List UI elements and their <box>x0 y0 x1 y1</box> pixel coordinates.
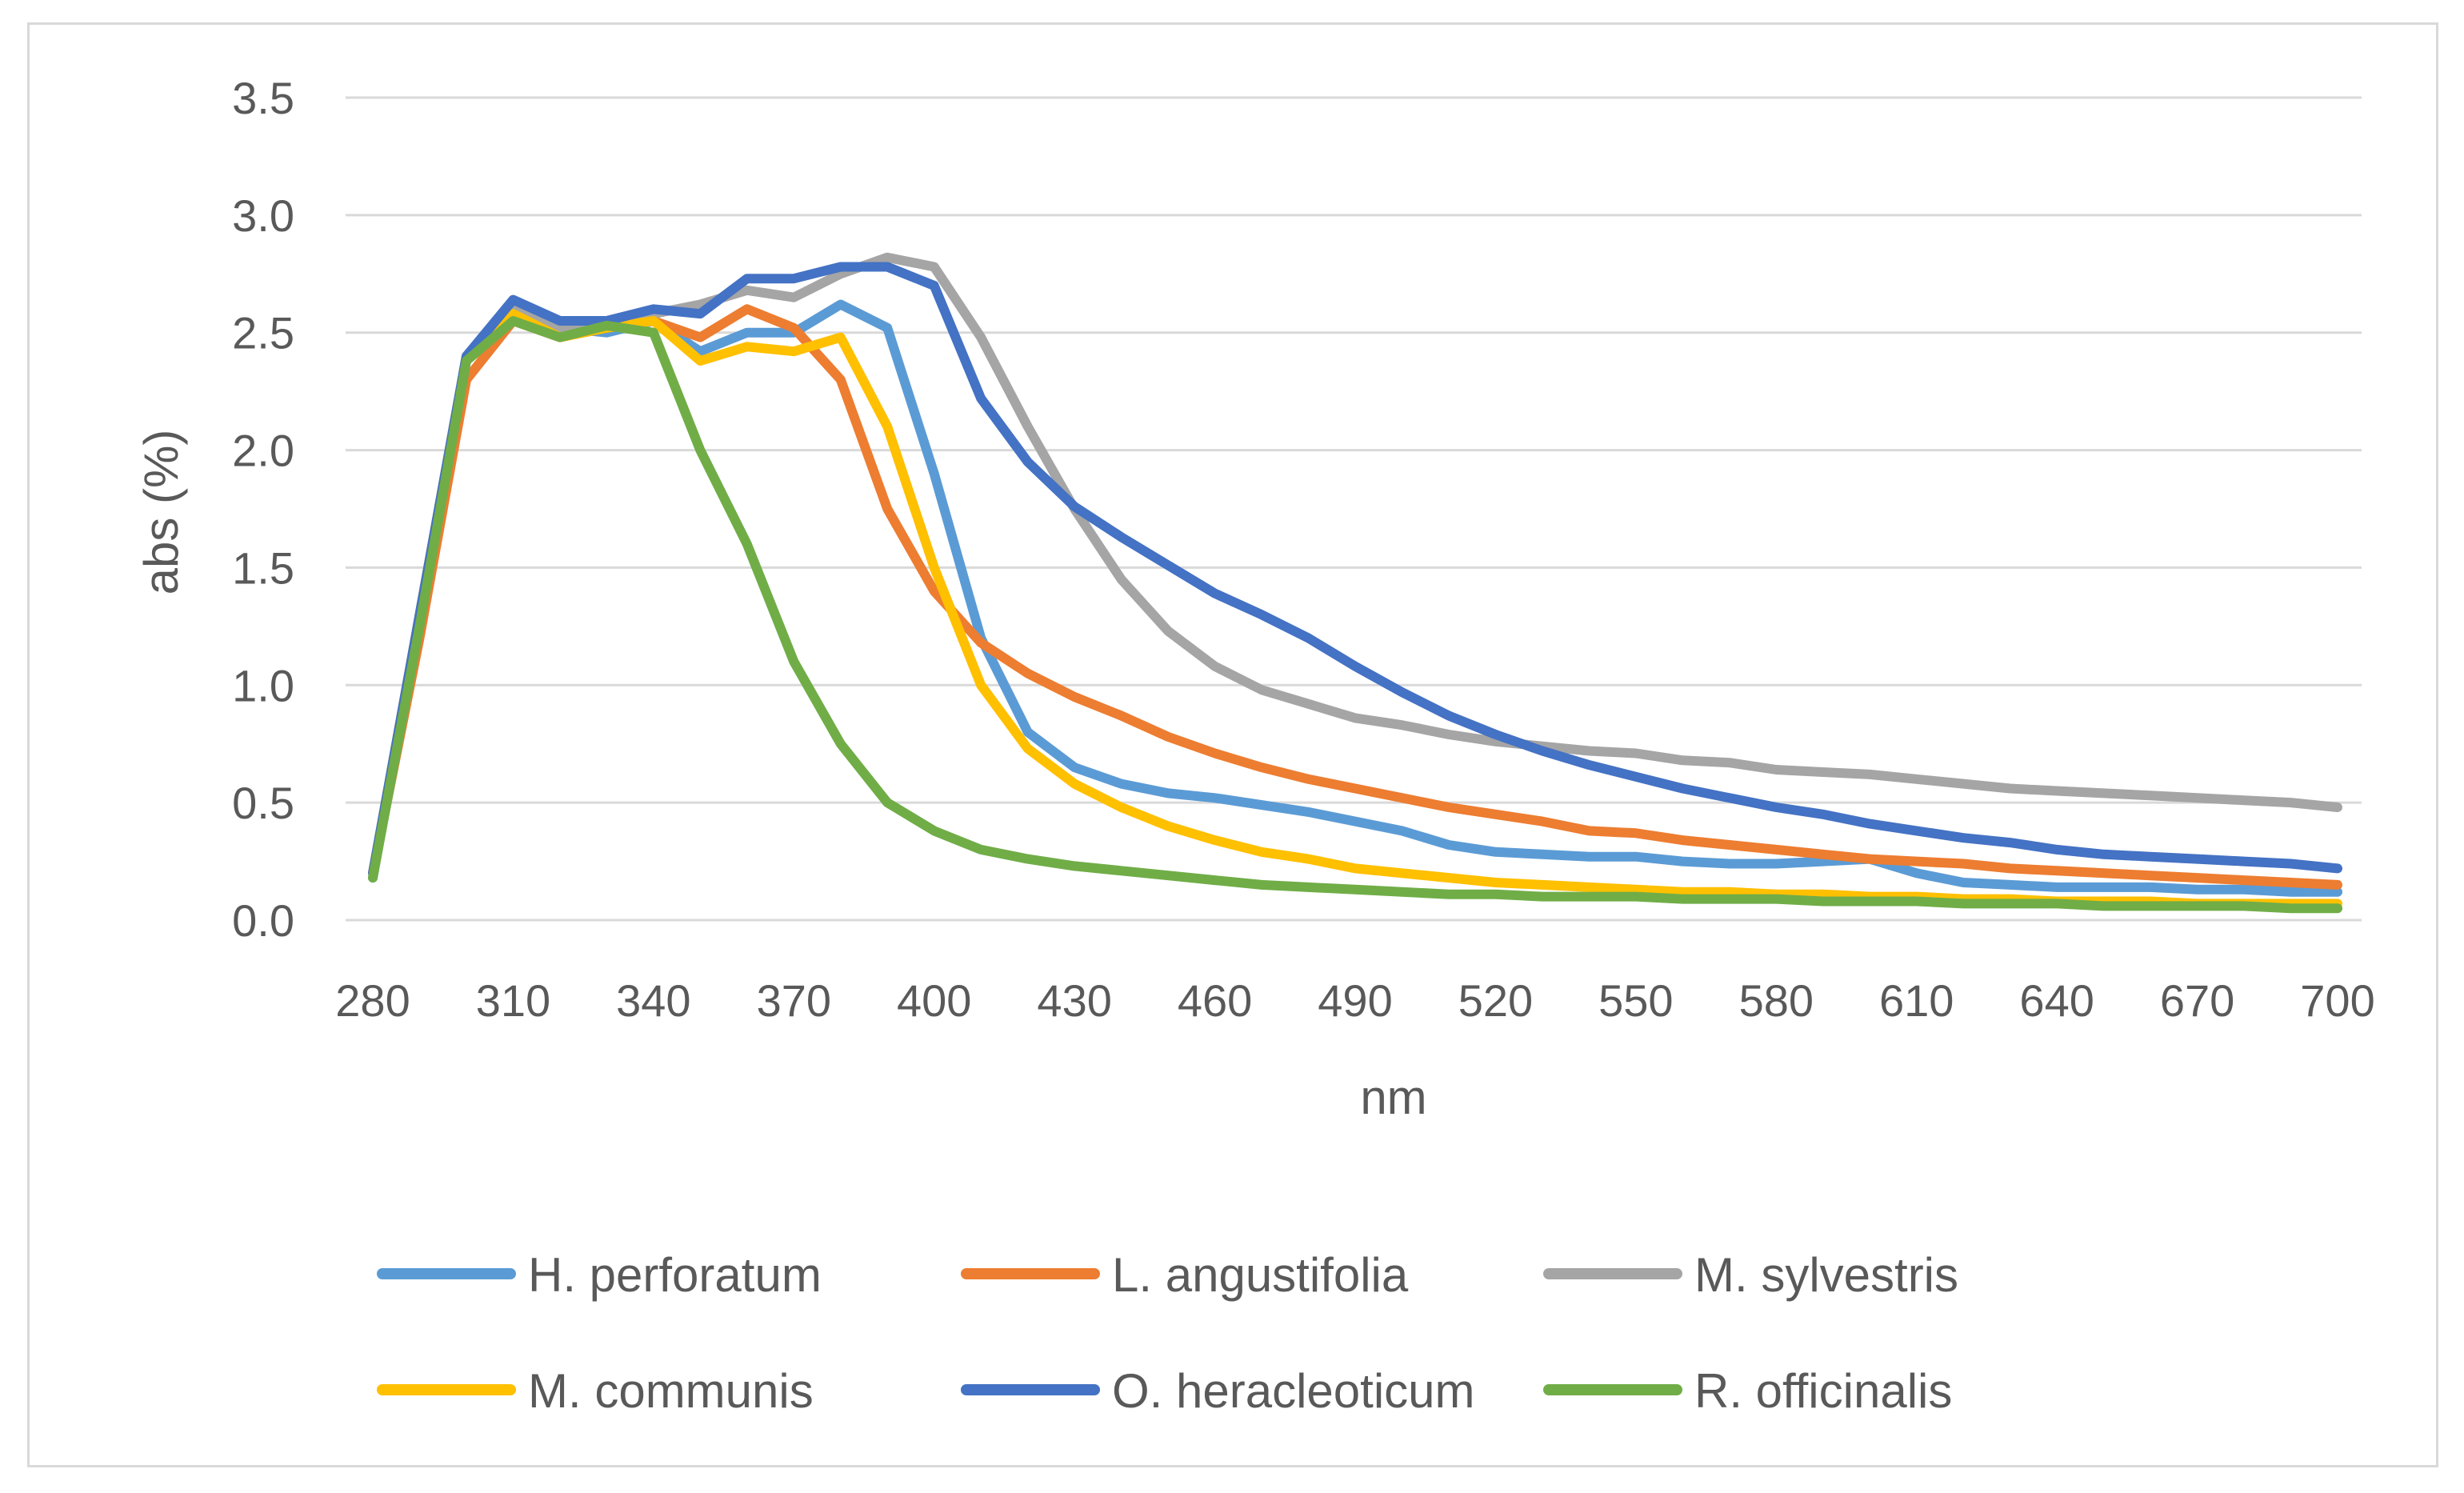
y-tick-label: 0.0 <box>232 895 294 946</box>
legend: H. perforatum L. angustifolia M. sylvestri… <box>377 1248 1958 1418</box>
x-tick-label: 310 <box>476 975 550 1026</box>
series-line-m-communis <box>368 309 2342 909</box>
y-tick-label: 1.0 <box>232 660 294 710</box>
x-tick-label: 700 <box>2300 975 2374 1026</box>
y-tick-label: 2.5 <box>232 308 294 358</box>
y-axis-ticks: 0.0 0.5 1.0 1.5 2.0 2.5 3.0 3.5 <box>232 73 294 946</box>
series-line-o-heracleoticum <box>368 262 2342 879</box>
legend-label: M. sylvestris <box>1694 1248 1958 1302</box>
x-tick-label: 640 <box>2019 975 2094 1026</box>
series-line-m-sylvestris <box>368 252 2342 879</box>
series-line-h-perforatum <box>368 299 2342 897</box>
x-tick-label: 580 <box>1739 975 1814 1026</box>
x-axis-ticks: 280 310 340 370 400 430 460 490 520 550 580 610 640 6… <box>335 975 2374 1026</box>
legend-label: M. communis <box>528 1364 814 1418</box>
x-tick-label: 280 <box>335 975 410 1026</box>
x-tick-label: 520 <box>1458 975 1533 1026</box>
y-tick-label: 2.0 <box>232 426 294 476</box>
y-tick-label: 3.0 <box>232 190 294 241</box>
x-tick-label: 400 <box>897 975 971 1026</box>
x-tick-label: 610 <box>1879 975 1954 1026</box>
y-tick-label: 1.5 <box>232 542 294 593</box>
x-axis-title: nm <box>1360 1071 1426 1124</box>
series-line-r-officinalis <box>368 316 2342 914</box>
legend-label: H. perforatum <box>528 1248 822 1302</box>
x-tick-label: 460 <box>1178 975 1252 1026</box>
x-tick-label: 670 <box>2160 975 2234 1026</box>
x-tick-label: 370 <box>757 975 831 1026</box>
x-tick-label: 550 <box>1598 975 1673 1026</box>
x-tick-label: 340 <box>616 975 690 1026</box>
y-axis-title: abs (%) <box>134 430 188 595</box>
x-tick-label: 430 <box>1037 975 1111 1026</box>
legend-label: R. officinalis <box>1694 1364 1952 1418</box>
series-layer <box>368 252 2342 914</box>
gridlines <box>346 96 2362 804</box>
series-line-l-angustifolia <box>368 304 2342 890</box>
chart-frame <box>27 22 2438 1467</box>
x-tick-label: 490 <box>1318 975 1392 1026</box>
y-tick-label: 0.5 <box>232 778 294 828</box>
legend-label: O. heracleoticum <box>1112 1364 1475 1418</box>
legend-label: L. angustifolia <box>1112 1248 1409 1302</box>
y-tick-label: 3.5 <box>232 73 294 123</box>
